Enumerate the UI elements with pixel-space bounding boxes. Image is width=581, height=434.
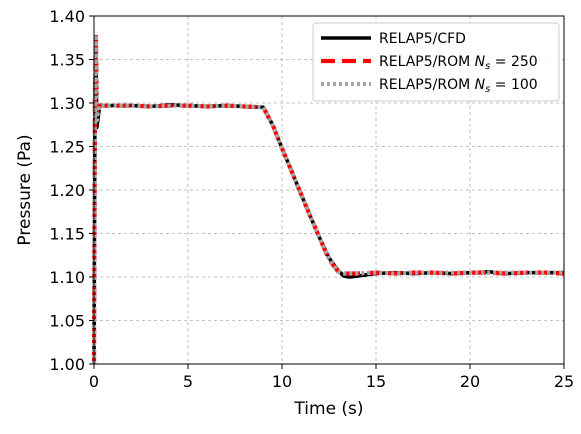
x-axis-label: Time (s): [293, 399, 363, 419]
y-tick-label: 1.35: [49, 51, 85, 70]
y-tick-label: 1.40: [49, 7, 85, 26]
x-tick-label: 20: [460, 372, 480, 391]
legend-box: [312, 22, 560, 102]
legend-label-2: RELAP5/ROM Ns = 250: [379, 54, 538, 72]
x-tick-label: 15: [366, 372, 386, 391]
x-tick-label: 0: [89, 372, 99, 391]
series-line-2: [91, 31, 565, 365]
axis-ticks: 0 5 10 15 20 25 1.00 1.05 1.10 1.15 1.20 1.25 1.30 1.…: [49, 7, 574, 391]
legend-label-3: RELAP5/ROM Ns = 100: [379, 77, 538, 95]
y-tick-label: 1.20: [49, 181, 85, 200]
legend: RELAP5/CFD RELAP5/ROM Ns = 250 RELAP5/ROM …: [312, 22, 560, 102]
y-tick-label: 1.30: [49, 94, 85, 113]
legend-label-1: RELAP5/CFD: [379, 31, 466, 47]
y-tick-label: 1.10: [49, 268, 85, 287]
y-tick-label: 1.05: [49, 312, 85, 331]
x-tick-label: 10: [272, 372, 292, 391]
series-line-3: [91, 35, 564, 365]
y-axis-label: Pressure (Pa): [15, 134, 35, 245]
x-tick-label: 5: [183, 372, 193, 391]
x-tick-label: 25: [554, 372, 574, 391]
y-tick-label: 1.25: [49, 138, 85, 157]
y-tick-label: 1.15: [49, 225, 85, 244]
y-tick-label: 1.00: [49, 355, 85, 374]
grid: [93, 15, 565, 365]
series-lines: [91, 31, 565, 365]
